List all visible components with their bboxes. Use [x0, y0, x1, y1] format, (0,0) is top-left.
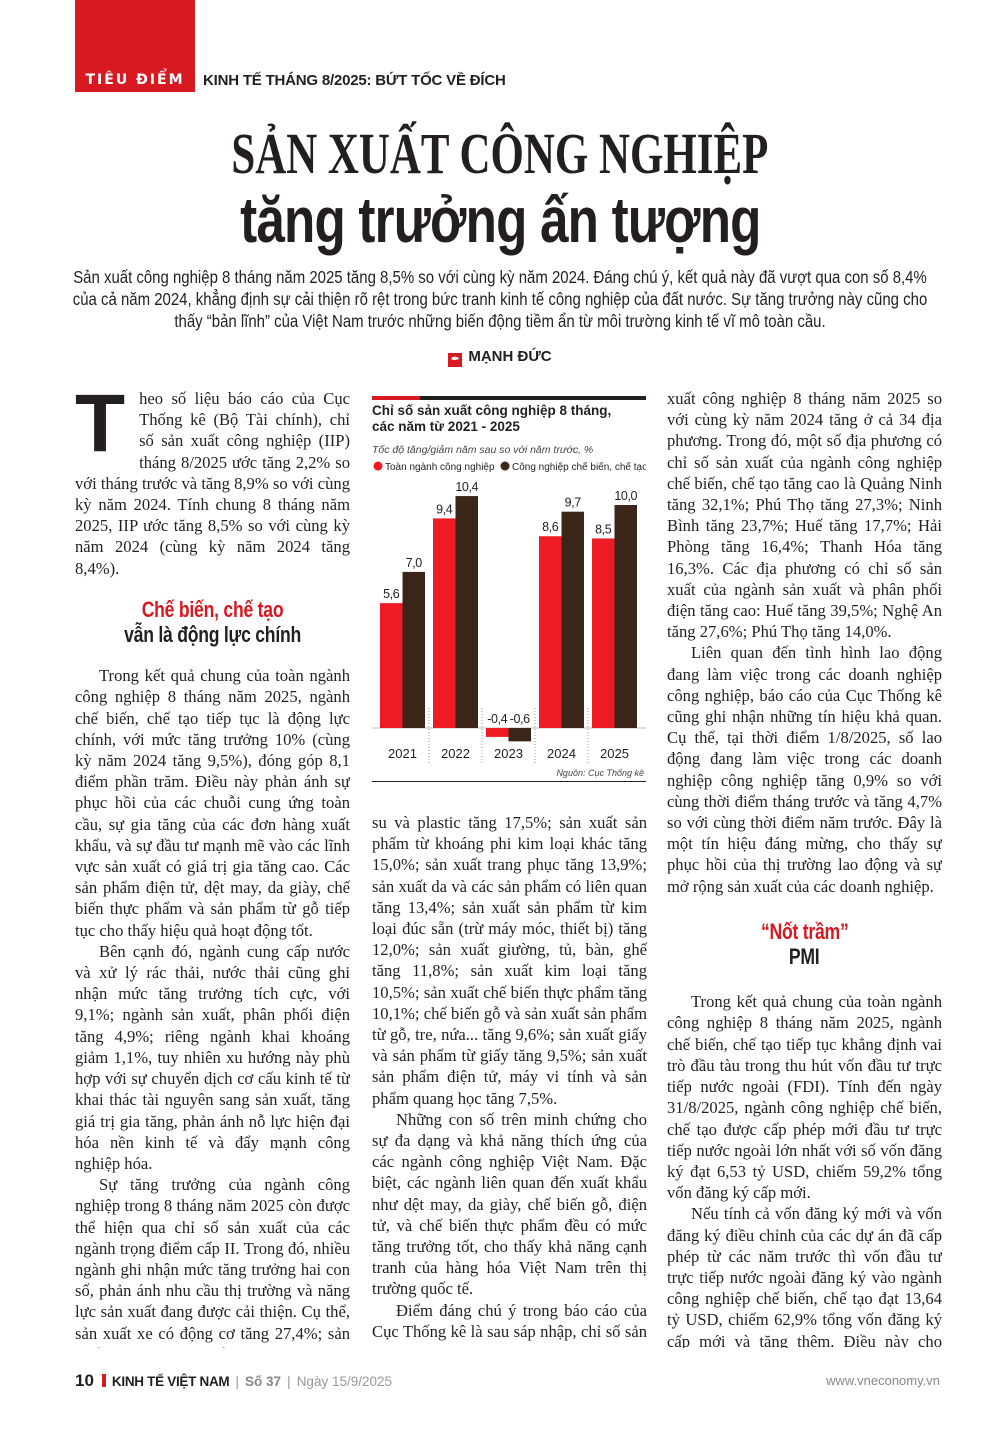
divider: |: [235, 1373, 240, 1389]
subheading-red: “Nốt trầm”: [760, 918, 849, 944]
page-footer: 10 KINH TẾ VIỆT NAM | Số 37 | Ngày 15/9/2025 …: [75, 1371, 940, 1391]
chart-title: Chỉ số sản xuất công nghiệp 8 tháng, các…: [372, 403, 612, 434]
bar-2021-series-1: [380, 603, 403, 728]
data-label: 5,6: [383, 587, 400, 601]
data-label: 10,4: [455, 480, 478, 494]
column-3: xuất công nghiệp 8 tháng năm 2025 so với…: [667, 388, 942, 1348]
series-title: KINH TẾ THÁNG 8/2025: BỨT TỐC VỀ ĐÍCH: [203, 72, 506, 89]
paragraph: Điểm đáng chú ý trong báo cáo của Cục Th…: [372, 1300, 647, 1341]
chart-subtitle: Tốc độ tăng/giảm năm sau so với năm trướ…: [372, 444, 593, 456]
chart-plot-area: 2021 5,6 7,0 2022 9,410,4 2023 -0,4 -0,6 2024 8,6…: [372, 480, 646, 763]
article-lead: Sản xuất công nghiệp 8 tháng năm 2025 tă…: [72, 267, 928, 331]
paragraph-continued: xuất công nghiệp 8 tháng năm 2025 so với…: [667, 389, 942, 642]
subheading-2: “Nốt trầm” PMI: [667, 919, 942, 969]
data-label: -0,6: [510, 712, 530, 726]
chart-top-rule: [420, 396, 646, 400]
data-label: 8,5: [595, 522, 612, 536]
section-tag: TIÊU ĐIỂM: [85, 72, 185, 88]
chart-bottom-rule: [372, 781, 646, 782]
bar-2023-series-2: [508, 728, 531, 742]
issue-number: Số 37: [245, 1374, 282, 1389]
data-label: 9,7: [565, 496, 582, 510]
legend-label-series-2: Công nghiệp chế biến, chế tạo: [512, 461, 646, 473]
page-number: 10: [75, 1371, 94, 1390]
title-text: SẢN XUẤT CÔNG NGHIỆP: [231, 121, 769, 186]
bar-2025-series-2: [614, 505, 637, 728]
issue-date: Ngày 15/9/2025: [296, 1374, 393, 1389]
paragraph: Liên quan đến tình hình lao động đang là…: [667, 643, 942, 896]
paragraph: Nếu tính cả vốn đăng ký mới và vốn đăng …: [667, 1204, 942, 1348]
magazine-name: KINH TẾ VIỆT NAM: [111, 1374, 230, 1389]
paragraph: Bên cạnh đó, ngành cung cấp nước và xử l…: [75, 941, 350, 1173]
divider: |: [287, 1373, 291, 1389]
bar-chart: Chỉ số sản xuất công nghiệp 8 tháng, các…: [372, 396, 646, 782]
x-tick-label: 2025: [600, 746, 629, 761]
paragraph: Trong kết quả chung của toàn ngành công …: [667, 992, 942, 1203]
column-2: su và plastic tăng 17,5%; sản xuất sản p…: [372, 812, 647, 1348]
bar-2024-series-1: [539, 536, 562, 728]
chart-source: Nguồn: Cục Thống kê: [556, 768, 644, 778]
pen-icon: ✒: [448, 353, 463, 367]
bar-2023-series-1: [486, 728, 509, 737]
legend-marker-series-1: [373, 461, 383, 471]
data-label: 9,4: [436, 502, 453, 516]
bar-2022-series-2: [455, 496, 478, 728]
article-title-line1: SẢN XUẤT CÔNG NGHIỆP: [0, 120, 1000, 187]
chart-top-rule-accent: [372, 396, 420, 400]
drop-cap: T: [75, 388, 126, 469]
paragraph: Những con số trên minh chứng cho sự đa d…: [372, 1109, 647, 1299]
data-label: 10,0: [614, 489, 637, 503]
x-tick-label: 2022: [441, 746, 470, 761]
data-label: 8,6: [542, 520, 559, 534]
subheading-red: Chế biến, chế tạo: [141, 596, 284, 622]
bar-2021-series-2: [402, 571, 425, 728]
footer-accent-bar: [101, 1374, 106, 1387]
subheading-black: PMI: [789, 944, 820, 970]
author-name: MẠNH ĐỨC: [468, 348, 552, 365]
website-link[interactable]: www.vneconomy.vn: [826, 1373, 940, 1388]
paragraph-continued: su và plastic tăng 17,5%; sản xuất sản p…: [372, 813, 647, 1108]
title-text: tăng trưởng ấn tượng: [239, 184, 761, 256]
bar-2025-series-1: [592, 538, 615, 728]
data-label: -0,4: [487, 712, 507, 726]
subheading-1: Chế biến, chế tạo vẫn là động lực chính: [75, 597, 350, 647]
section-color-block: [75, 0, 195, 92]
x-tick-label: 2021: [388, 746, 417, 761]
article-title-line2: tăng trưởng ấn tượng: [0, 183, 1000, 257]
paragraph: Sự tăng trưởng của ngành công nghiệp tro…: [75, 1175, 350, 1348]
bar-2024-series-2: [561, 511, 584, 728]
paragraph: Trong kết quả chung của toàn ngành công …: [75, 666, 350, 940]
intro-text: heo số liệu báo cáo của Cục Thống kê (Bộ…: [75, 389, 350, 578]
bar-2022-series-1: [433, 518, 456, 728]
byline: ✒ MẠNH ĐỨC: [0, 348, 1000, 367]
x-tick-label: 2023: [494, 746, 523, 761]
x-tick-label: 2024: [547, 746, 576, 761]
legend-label-series-1: Toàn ngành công nghiệp: [385, 462, 495, 473]
legend-marker-series-2: [500, 461, 510, 471]
data-label: 7,0: [406, 556, 423, 570]
subheading-black: vẫn là động lực chính: [124, 622, 301, 648]
